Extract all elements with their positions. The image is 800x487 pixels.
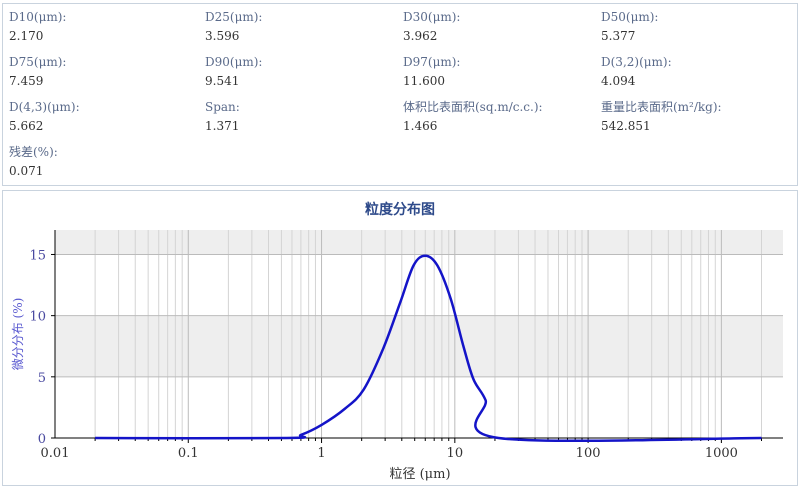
stat-item: D50(μm): 5.377 [601,8,658,46]
y-tick-label: 5 [38,371,46,386]
stat-label: 残差(%): [9,145,58,159]
stat-item: D75(μm): 7.459 [9,53,66,91]
stat-value: 5.377 [601,29,636,43]
y-tick-label: 10 [29,310,46,325]
x-tick-label: 0.01 [41,446,70,461]
x-axis-label: 粒径 (μm) [389,467,450,482]
y-tick-label: 0 [38,432,46,447]
stat-value: 2.170 [9,29,44,43]
stat-item: 体积比表面积(sq.m/c.c.): 1.466 [403,98,543,136]
stat-label: 体积比表面积(sq.m/c.c.): [403,100,543,114]
stat-item: D90(μm): 9.541 [205,53,262,91]
stat-item: D10(μm): 2.170 [9,8,66,46]
chart-title: 粒度分布图 [365,202,435,218]
stat-label: D90(μm): [205,55,263,69]
stat-value: 1.371 [205,119,240,133]
stat-value: 5.662 [9,119,44,133]
stat-value: 1.466 [403,119,438,133]
stat-label: D75(μm): [9,55,67,69]
stat-label: Span: [205,100,240,114]
stat-item: D(3,2)(μm): 4.094 [601,53,672,91]
distribution-curve [95,254,762,443]
statistics-panel: D10(μm): 2.170 D25(μm): 3.596 D30(μm): 3.962 D… [2,3,798,186]
x-tick-label: 1 [317,446,325,461]
stat-item: 残差(%): 0.071 [9,143,58,181]
stat-label: D(3,2)(μm): [601,55,672,69]
stat-label: D10(μm): [9,10,67,24]
stat-value: 3.962 [403,29,438,43]
stat-value: 11.600 [403,74,445,88]
x-tick-label: 10 [447,446,464,461]
stat-value: 4.094 [601,74,636,88]
stat-label: D50(μm): [601,10,659,24]
stat-item: D30(μm): 3.962 [403,8,460,46]
band [55,315,783,377]
band [55,230,783,255]
stat-value: 0.071 [9,164,44,178]
stat-item: 重量比表面积(m²/kg): 542.851 [601,98,722,136]
stat-item: D97(μm): 11.600 [403,53,460,91]
stat-value: 7.459 [9,74,44,88]
stat-label: D(4,3)(μm): [9,100,80,114]
x-tick-label: 1000 [705,446,738,461]
stat-label: D25(μm): [205,10,263,24]
stat-label: 重量比表面积(m²/kg): [601,100,722,114]
stat-value: 3.596 [205,29,240,43]
stat-item: D(4,3)(μm): 5.662 [9,98,80,136]
x-tick-label: 0.1 [178,446,199,461]
stat-item: D25(μm): 3.596 [205,8,262,46]
y-tick-label: 15 [29,248,46,263]
x-tick-label: 100 [576,446,601,461]
y-axis-label: 微分分布 (%) [11,298,25,371]
stat-label: D30(μm): [403,10,461,24]
stat-value: 9.541 [205,74,240,88]
stat-label: D97(μm): [403,55,461,69]
stat-item: Span: 1.371 [205,98,240,136]
stat-value: 542.851 [601,119,651,133]
